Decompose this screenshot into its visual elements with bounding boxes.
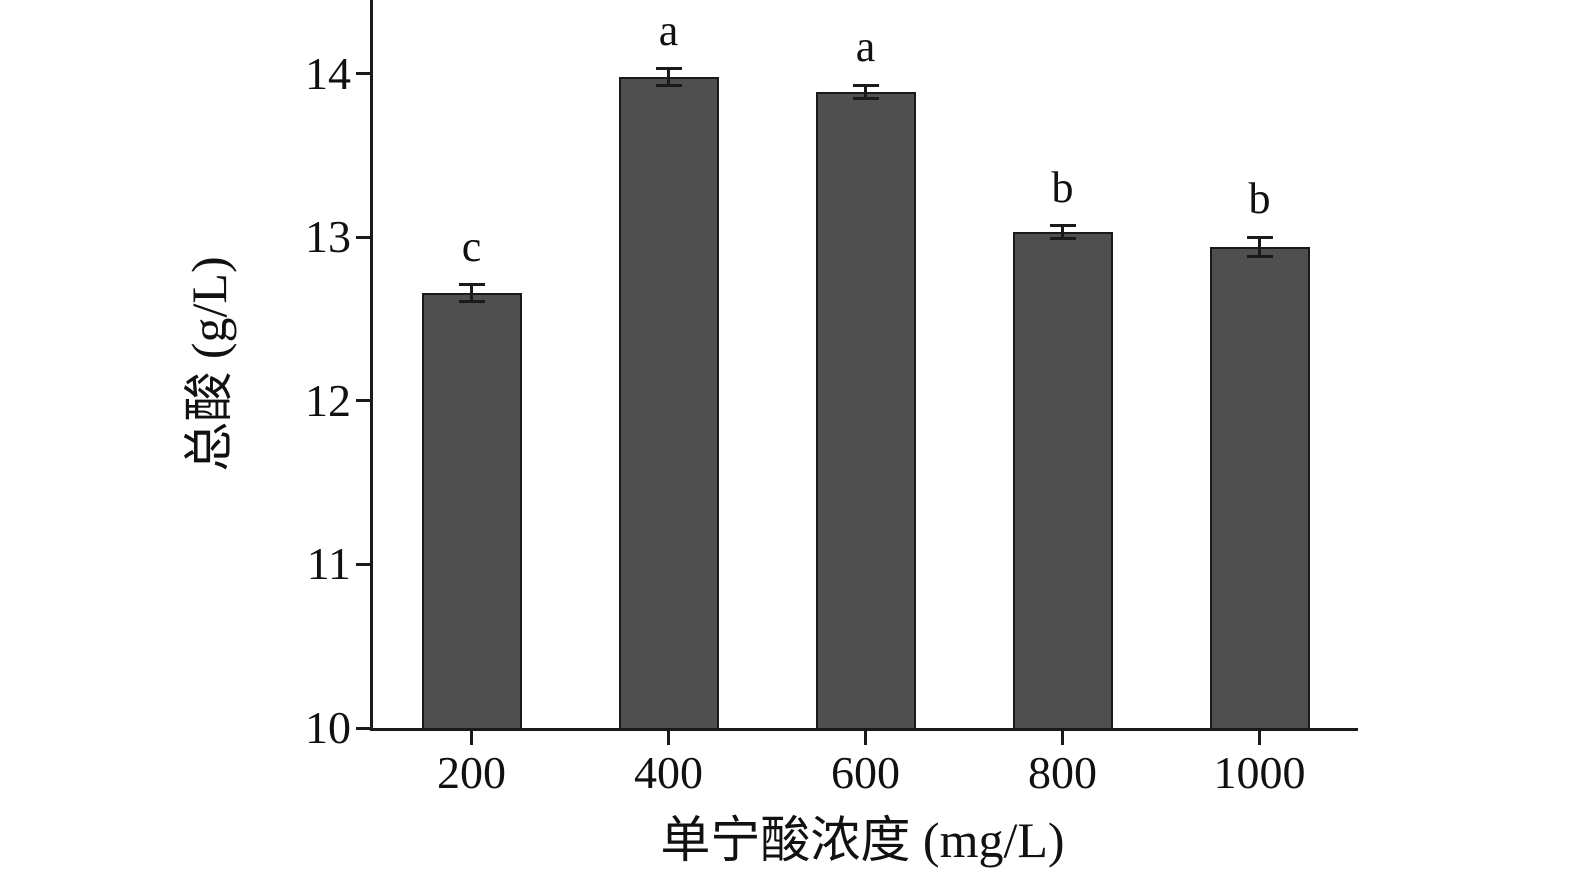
- significance-letter: b: [1248, 174, 1271, 224]
- error-bar-line: [470, 284, 473, 301]
- x-tick: [667, 731, 670, 745]
- error-bar-line: [1061, 225, 1064, 239]
- x-tick: [470, 731, 473, 745]
- y-tick-label: 13: [305, 211, 351, 263]
- y-tick: [356, 726, 370, 730]
- significance-letter: b: [1051, 162, 1074, 212]
- error-bar-line: [1258, 237, 1261, 257]
- error-bar-line: [667, 68, 670, 86]
- bar: [421, 292, 522, 728]
- y-tick-label: 14: [305, 47, 351, 99]
- y-tick: [356, 562, 370, 566]
- significance-letter: c: [461, 221, 482, 271]
- error-bar-cap: [852, 96, 879, 100]
- error-bar-cap: [1049, 224, 1076, 228]
- y-tick: [356, 72, 370, 76]
- bar: [618, 76, 719, 728]
- x-axis-label: 单宁酸浓度 (mg/L): [660, 812, 1065, 868]
- error-bar-cap: [1246, 255, 1273, 259]
- error-bar-cap: [852, 83, 879, 87]
- y-tick-label: 12: [305, 374, 351, 426]
- error-bar-cap: [1246, 235, 1273, 239]
- error-bar-cap: [655, 67, 682, 71]
- significance-letter: a: [658, 5, 679, 55]
- bar: [815, 91, 916, 728]
- x-tick: [1258, 731, 1261, 745]
- y-axis-label: 总酸 (g/L): [181, 256, 237, 472]
- x-tick-label: 600: [831, 747, 900, 798]
- bar: [1209, 247, 1310, 728]
- x-tick: [1061, 731, 1064, 745]
- x-tick-label: 200: [437, 747, 506, 798]
- error-bar-cap: [655, 83, 682, 87]
- error-bar-cap: [458, 283, 485, 287]
- y-tick-label: 11: [306, 538, 351, 590]
- y-tick: [356, 235, 370, 239]
- error-bar-cap: [1049, 237, 1076, 241]
- x-tick: [864, 731, 867, 745]
- x-tick-label: 800: [1028, 747, 1097, 798]
- significance-letter: a: [855, 22, 876, 72]
- y-tick: [356, 399, 370, 403]
- plot-area: 10 11 12 13 14 c a a b b: [305, 0, 1358, 751]
- x-tick-label: 400: [634, 747, 703, 798]
- error-bar-cap: [458, 299, 485, 303]
- y-tick-label: 10: [305, 702, 351, 753]
- bar: [1012, 232, 1113, 728]
- x-tick-label: 1000: [1213, 747, 1306, 798]
- error-bar-line: [864, 85, 867, 99]
